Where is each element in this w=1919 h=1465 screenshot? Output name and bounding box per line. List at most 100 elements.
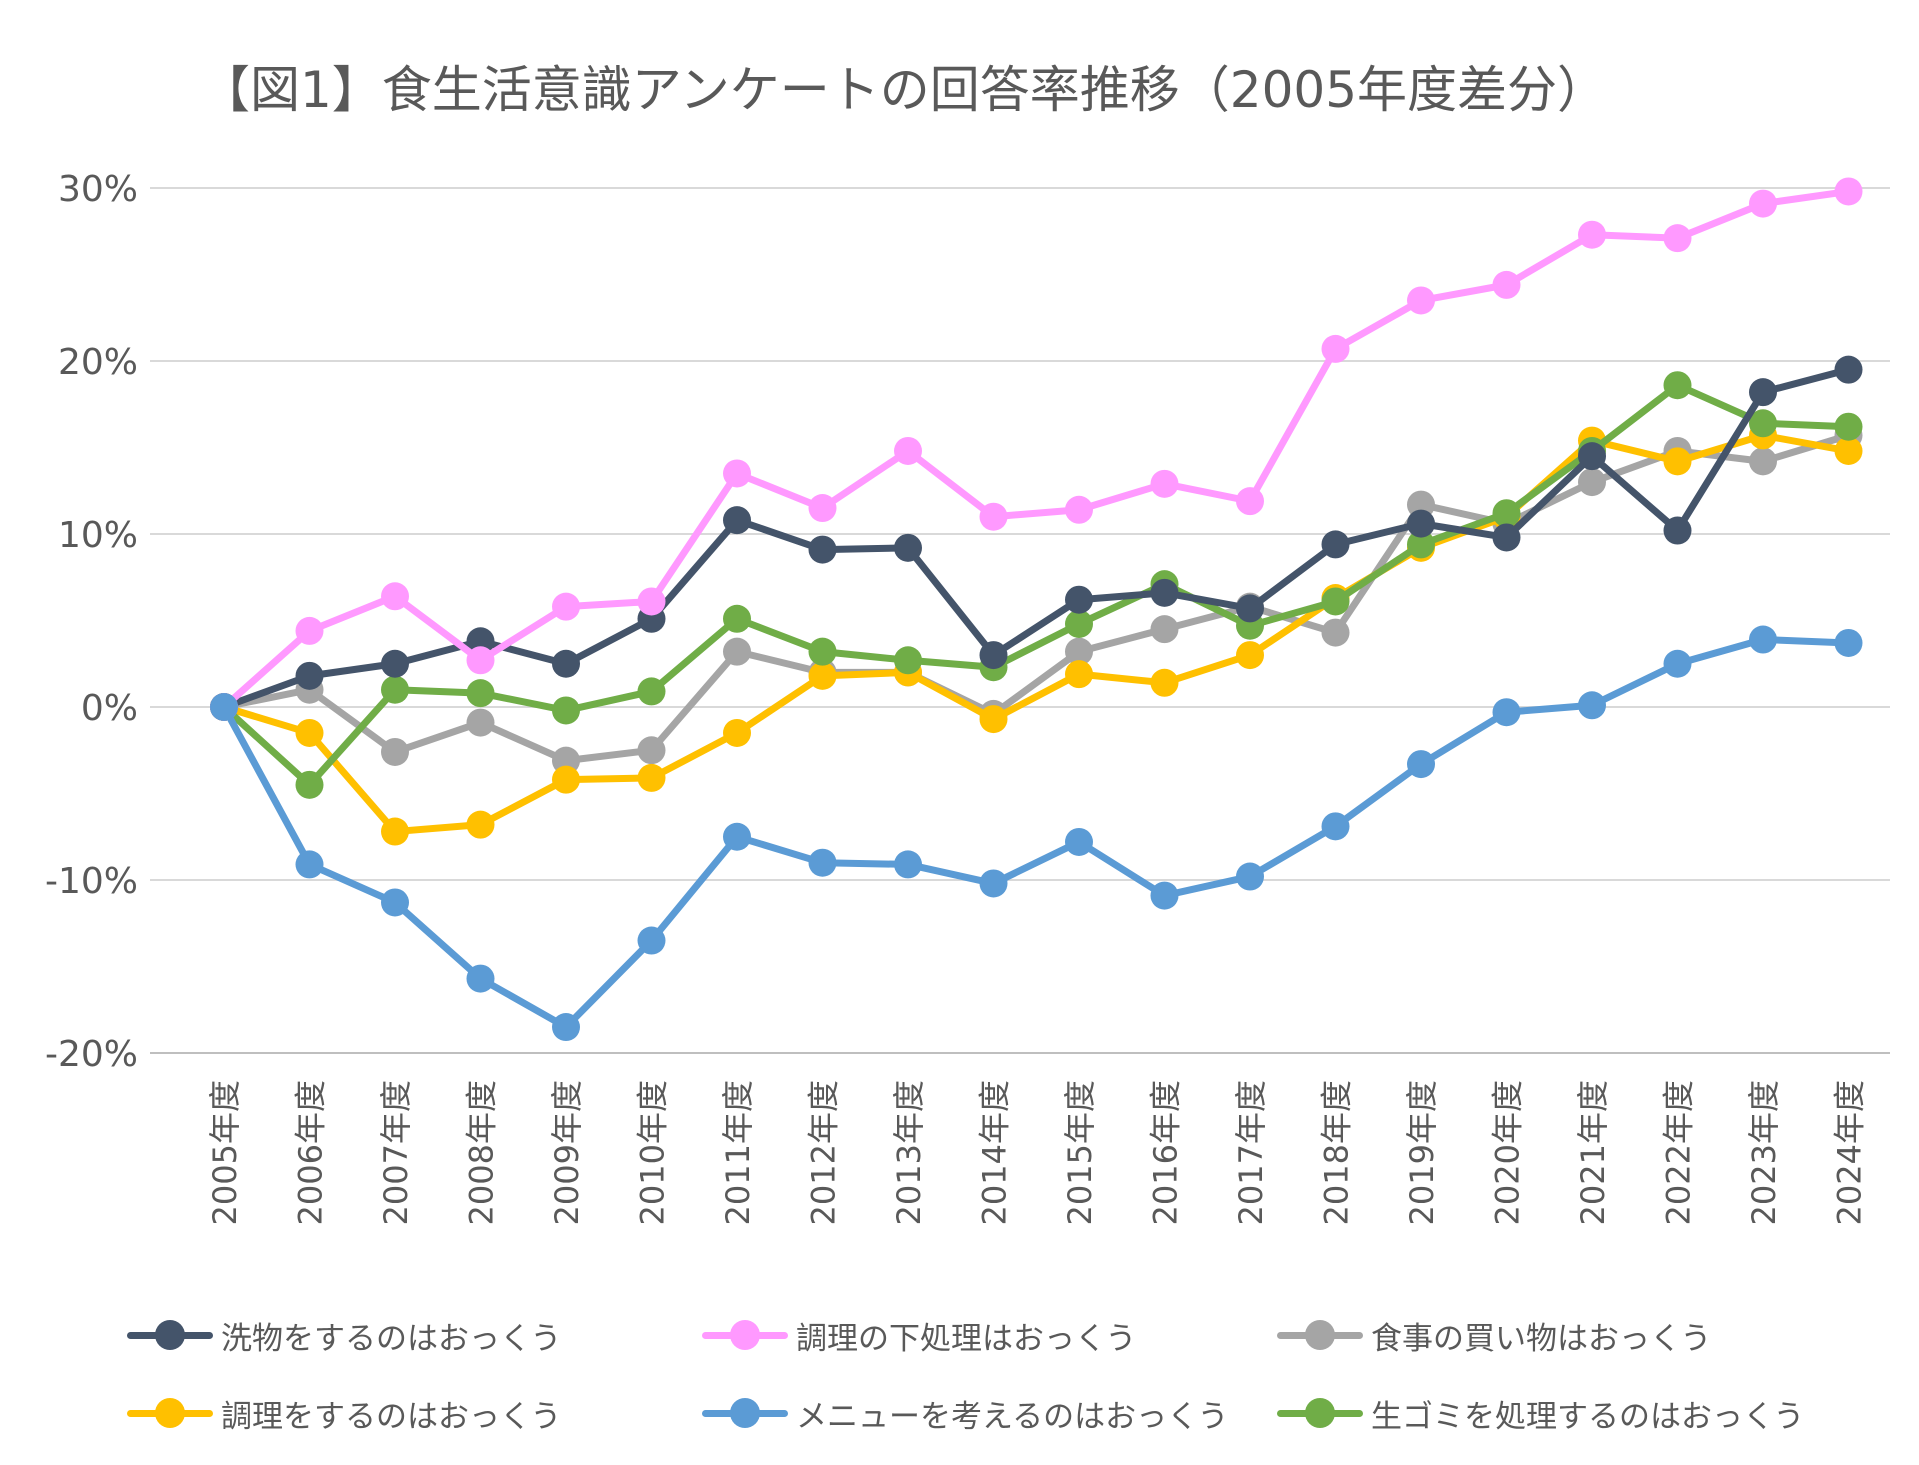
x-tick-label: 2019年度: [1403, 1080, 1441, 1225]
data-point: [1236, 487, 1264, 516]
x-tick-label: 2017年度: [1232, 1080, 1270, 1225]
data-point: [1150, 668, 1179, 697]
data-point: [552, 696, 580, 725]
series-3: [210, 371, 1863, 799]
data-point: [1492, 270, 1521, 299]
data-point: [1749, 447, 1777, 476]
data-point: [1321, 618, 1350, 647]
data-point: [466, 646, 495, 675]
data-point: [381, 582, 409, 611]
data-point: [1065, 609, 1093, 638]
data-point: [1407, 530, 1435, 559]
data-point: [723, 718, 751, 747]
data-point: [466, 810, 495, 839]
data-point: [1407, 286, 1435, 315]
x-tick-label: 2011年度: [719, 1080, 757, 1225]
data-point: [1663, 516, 1692, 545]
data-point: [637, 677, 666, 706]
data-point: [1834, 628, 1863, 657]
x-tick-label: 2005年度: [206, 1080, 244, 1225]
data-point: [637, 736, 666, 765]
data-point: [1663, 649, 1692, 678]
legend-item-garbage: 生ゴミを処理するのはおっくう: [1275, 1383, 1804, 1443]
data-point: [1749, 409, 1777, 438]
legend-item-cooking: 調理をするのはおっくう: [125, 1383, 561, 1443]
gridlines: [150, 187, 1890, 1054]
legend-label: 洗物をするのはおっくう: [221, 1320, 562, 1357]
data-point: [1407, 750, 1435, 779]
y-tick-label: 30%: [58, 169, 138, 210]
data-point: [1321, 334, 1350, 363]
data-point: [1663, 224, 1692, 253]
legend-item-prep: 調理の下処理はおっくう: [700, 1305, 1136, 1365]
data-point: [1065, 637, 1093, 666]
data-point: [723, 459, 751, 488]
data-point: [894, 436, 922, 465]
data-point: [637, 763, 666, 792]
data-point: [1065, 827, 1093, 856]
legend-swatch-icon: [1275, 1305, 1365, 1365]
data-point: [723, 637, 751, 666]
series-6: [210, 625, 1863, 1042]
x-tick-label: 2009年度: [548, 1080, 586, 1225]
data-point: [1578, 442, 1606, 471]
x-axis-tick-labels: 2005年度 2006年度 2007年度 2008年度 2009年度 2010年度 2011…: [206, 1080, 1869, 1225]
legend-swatch-icon: [1275, 1383, 1365, 1443]
x-tick-label: 2008年度: [463, 1080, 501, 1225]
data-point: [808, 661, 837, 690]
data-point: [295, 661, 324, 690]
legend-swatch-icon: [125, 1305, 215, 1365]
data-point: [1663, 371, 1692, 400]
data-point: [466, 679, 495, 708]
data-point: [637, 926, 666, 955]
legend-label: 生ゴミを処理するのはおっくう: [1371, 1398, 1805, 1435]
data-point: [1749, 625, 1777, 654]
legend-label: 調理をするのはおっくう: [221, 1398, 562, 1435]
series-4: [210, 355, 1863, 721]
x-tick-label: 2012年度: [805, 1080, 843, 1225]
data-point: [1492, 523, 1521, 552]
x-tick-label: 2014年度: [976, 1080, 1014, 1225]
y-tick-label: 20%: [58, 342, 138, 383]
data-point: [723, 604, 751, 633]
data-point: [1321, 530, 1350, 559]
x-tick-label: 2010年度: [634, 1080, 672, 1225]
legend-swatch-icon: [700, 1383, 790, 1443]
data-point: [894, 646, 922, 675]
data-point: [1663, 447, 1692, 476]
y-tick-label: -20%: [45, 1034, 138, 1075]
x-tick-label: 2023年度: [1745, 1080, 1783, 1225]
data-point: [1236, 641, 1264, 670]
data-point: [1578, 691, 1606, 720]
legend-item-menu: メニューを考えるのはおっくう: [700, 1383, 1228, 1443]
data-point: [552, 592, 580, 621]
x-tick-label: 2015年度: [1061, 1080, 1099, 1225]
data-point: [1492, 698, 1521, 727]
data-point: [894, 850, 922, 879]
y-tick-label: 10%: [58, 515, 138, 556]
data-point: [1407, 509, 1435, 538]
data-point: [466, 708, 495, 737]
data-point: [552, 649, 580, 678]
x-tick-label: 2006年度: [292, 1080, 330, 1225]
data-point: [1150, 881, 1179, 910]
series-5: [210, 177, 1863, 721]
legend-swatch-icon: [700, 1305, 790, 1365]
data-point: [1150, 469, 1179, 498]
x-tick-label: 2013年度: [890, 1080, 928, 1225]
legend-item-dishwashing: 洗物をするのはおっくう: [125, 1305, 561, 1365]
data-point: [295, 718, 324, 747]
data-point: [808, 494, 837, 523]
data-point: [723, 506, 751, 535]
x-tick-label: 2021年度: [1574, 1080, 1612, 1225]
data-point: [637, 587, 666, 616]
data-point: [1834, 177, 1863, 206]
data-point: [979, 869, 1008, 898]
legend-item-shopping: 食事の買い物はおっくう: [1275, 1305, 1711, 1365]
data-point: [381, 675, 409, 704]
y-tick-label: 0%: [81, 688, 138, 729]
data-point: [1834, 412, 1863, 441]
data-point: [552, 765, 580, 794]
data-point: [1834, 436, 1863, 465]
data-point: [979, 641, 1008, 670]
